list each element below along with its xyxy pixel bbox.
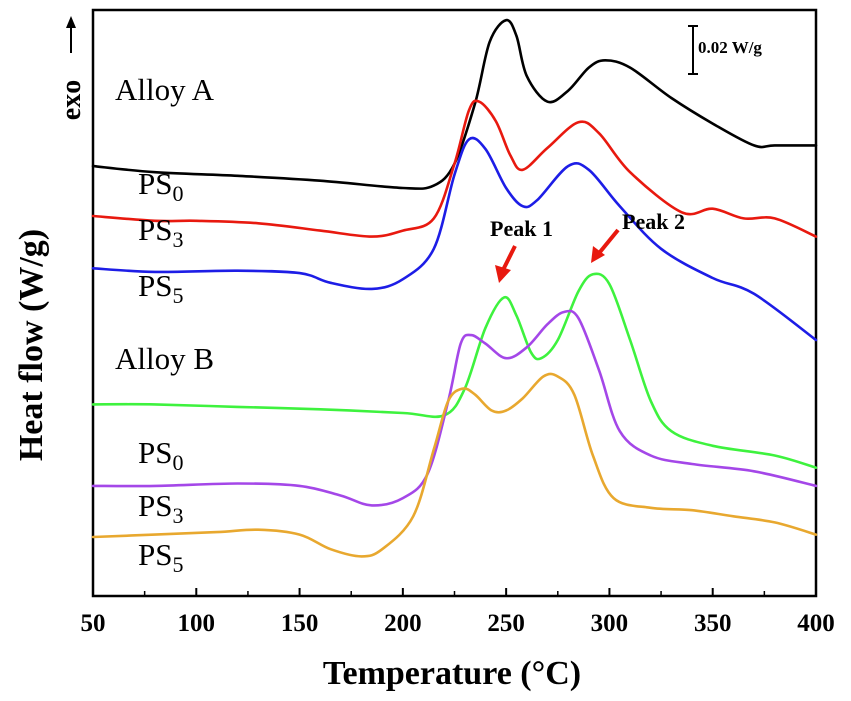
curve-alloy-b-ps0 [91,272,818,469]
series-label-subscript: 5 [172,283,183,308]
series-label-main: PS [138,435,172,470]
series-label-main: PS [138,488,172,523]
scale-bar-label: 0.02 W/g [698,38,762,57]
x-tick-label-400: 400 [797,610,835,637]
series-label-subscript: 3 [172,227,183,252]
curve-alloy-b-ps5 [91,372,818,558]
peak-1-label: Peak 1 [490,216,553,241]
peak-2-label: Peak 2 [622,209,685,234]
series-label-subscript: 0 [172,181,183,206]
series-label-subscript: 3 [172,503,183,528]
series-label-alloy-b-ps5: PS5 [138,537,183,577]
series-label-alloy-a-ps5: PS5 [138,268,183,308]
annotation-peak-1: Peak 1 [490,216,553,283]
x-tick-label-50: 50 [81,610,106,637]
exo-indicator: exo [56,16,87,120]
exo-label: exo [56,80,87,120]
series-label-alloy-a-ps3: PS3 [138,212,183,252]
x-tick-label-350: 350 [694,610,732,637]
series-label-alloy-b-ps0: PS0 [138,435,183,475]
curve-alloy-a-ps0 [91,18,818,190]
curves [91,18,818,558]
series-label-main: PS [138,537,172,572]
scale-bar: 0.02 W/g [688,25,762,75]
group-label-alloy-b: Alloy B [115,341,214,376]
series-label-main: PS [138,166,172,201]
series-label-subscript: 5 [172,552,183,577]
curve-alloy-a-ps5 [91,136,818,342]
group-label-alloy-a: Alloy A [115,72,215,107]
exo-arrow-head [66,16,76,28]
peak-1-arrow-shaft [501,245,517,271]
annotation-peak-2: Peak 2 [591,209,685,263]
curve-alloy-b-ps3 [91,309,818,507]
peak-2-arrow-head [591,246,605,263]
x-tick-label-150: 150 [281,610,319,637]
peak-2-arrow-shaft [598,228,620,254]
x-tick-label-250: 250 [487,610,525,637]
x-axis-ticks: 50 100 150 200 250 300 350 400 [81,588,835,637]
series-label-alloy-a-ps0: PS0 [138,166,183,206]
x-tick-label-100: 100 [178,610,216,637]
peak-1-arrow-head [495,265,511,283]
x-axis-title: Temperature (°C) [323,655,581,692]
series-label-main: PS [138,268,172,303]
series-label-subscript: 0 [172,450,183,475]
curve-alloy-a-ps3 [91,99,818,238]
y-axis-title: Heat flow (W/g) [13,229,50,461]
x-tick-label-200: 200 [384,610,422,637]
x-tick-label-300: 300 [591,610,629,637]
series-label-main: PS [138,212,172,247]
series-label-alloy-b-ps3: PS3 [138,488,183,528]
